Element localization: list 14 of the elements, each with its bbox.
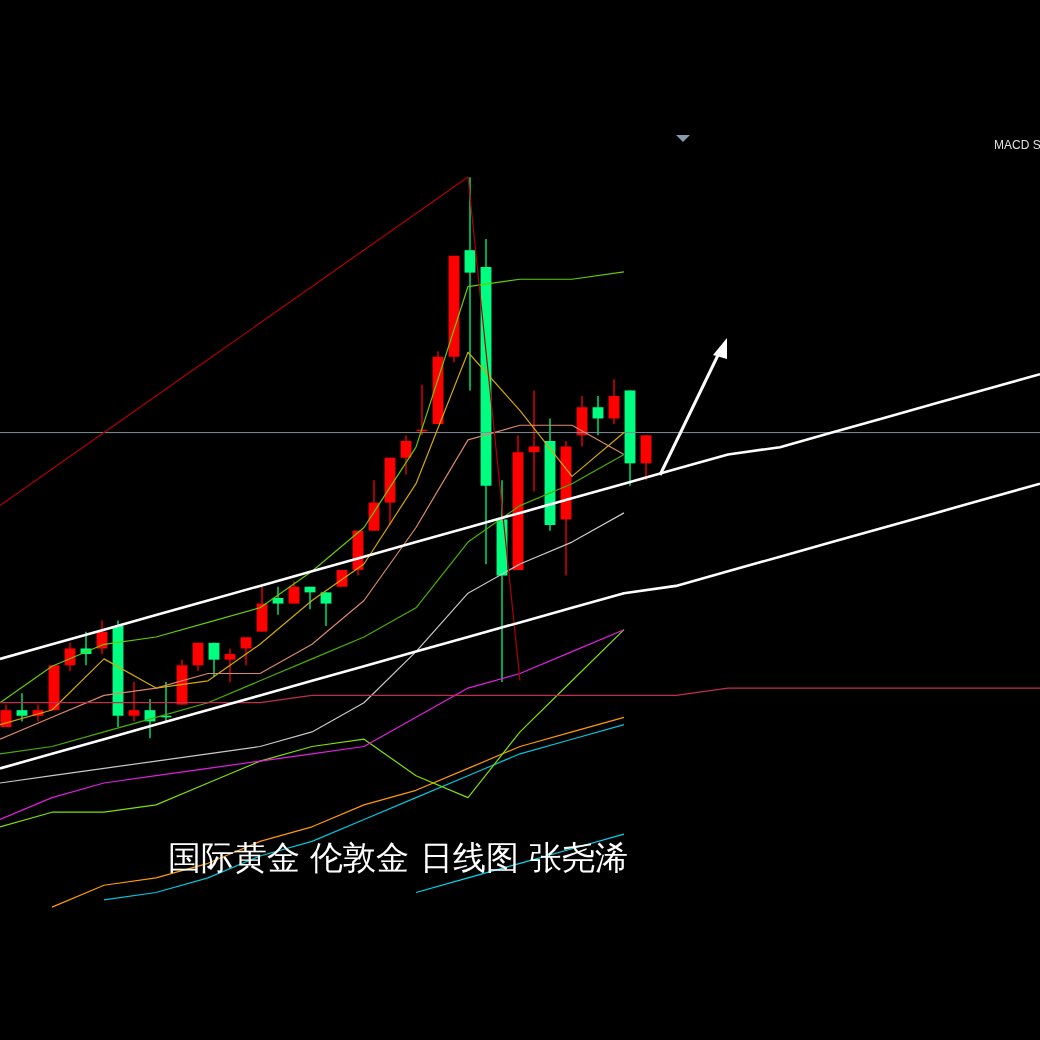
candlestick <box>240 636 252 666</box>
candlestick <box>224 647 236 683</box>
candlestick <box>272 586 284 616</box>
candlestick <box>608 378 620 425</box>
candlestick <box>208 642 220 678</box>
candlestick <box>464 176 476 392</box>
candlestick <box>320 591 332 627</box>
text: MACD S <box>994 138 1040 152</box>
candlestick <box>288 580 300 605</box>
candlestick <box>128 681 140 723</box>
candlestick <box>16 692 28 723</box>
candlestick <box>592 395 604 436</box>
candlestick <box>192 642 204 672</box>
candlestick <box>400 434 412 476</box>
